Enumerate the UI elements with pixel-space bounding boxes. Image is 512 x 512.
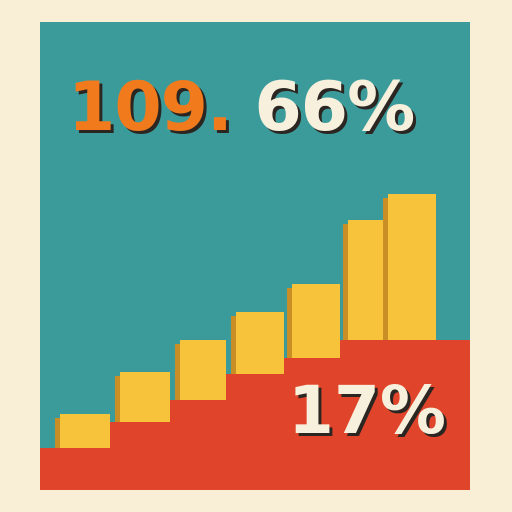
step-block-5 (292, 284, 340, 358)
step-shadow (287, 288, 292, 358)
headline-orange-part: 109. (68, 68, 233, 147)
step-block-4 (236, 312, 284, 374)
step-shadow (115, 376, 120, 422)
yellow-steps (55, 194, 436, 448)
step-shadow (383, 198, 388, 340)
step-shadow (231, 316, 236, 374)
step-block-1 (60, 414, 110, 448)
poster-panel: 109. 66% 17% (40, 22, 470, 490)
step-shadow (175, 344, 180, 400)
headline-percentage: 109. 66% (68, 74, 415, 142)
step-block-2 (120, 372, 170, 422)
staircase-graphic (40, 22, 470, 490)
bottom-percentage: 17% (288, 372, 446, 449)
headline-cream-part: 66% (231, 68, 415, 147)
red-band (40, 340, 470, 490)
step-block-7 (388, 194, 436, 340)
step-shadow (343, 224, 348, 340)
step-shadow (55, 418, 60, 448)
step-block-3 (180, 340, 226, 400)
